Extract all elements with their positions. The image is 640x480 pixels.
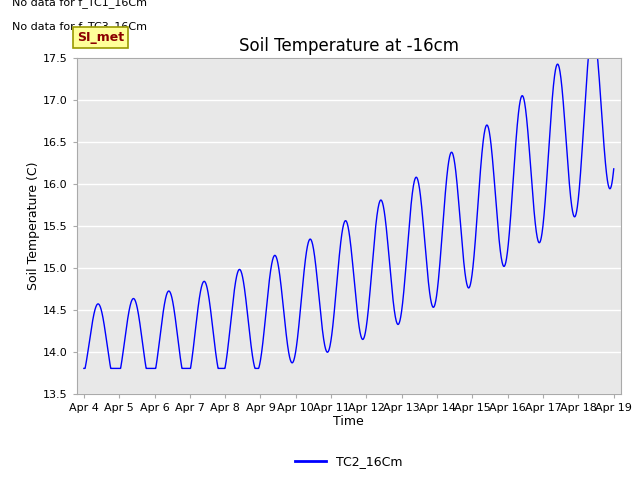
X-axis label: Time: Time (333, 415, 364, 429)
Y-axis label: Soil Temperature (C): Soil Temperature (C) (28, 161, 40, 290)
Text: SI_met: SI_met (77, 31, 124, 44)
Title: Soil Temperature at -16cm: Soil Temperature at -16cm (239, 36, 459, 55)
Text: No data for f_TC1_16Cm: No data for f_TC1_16Cm (12, 0, 147, 8)
Legend: TC2_16Cm: TC2_16Cm (290, 450, 408, 473)
Text: No data for f_TC3_16Cm: No data for f_TC3_16Cm (12, 21, 147, 32)
